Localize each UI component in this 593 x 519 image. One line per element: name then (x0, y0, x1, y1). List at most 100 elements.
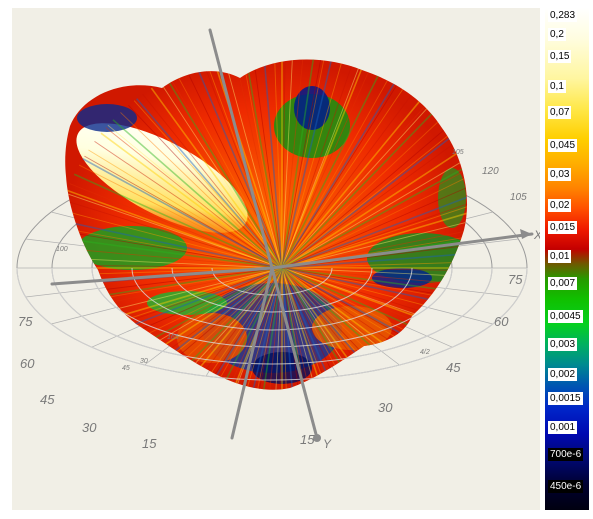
surface-streak (281, 121, 454, 269)
surface-streak (281, 158, 468, 269)
surface-streak (166, 267, 283, 390)
surface-streak (281, 267, 468, 300)
surface-streak (105, 127, 283, 269)
front-ring-label: 75 (18, 314, 33, 329)
y-axis-label: Y (323, 437, 332, 451)
legend-label: 0,07 (548, 106, 572, 119)
surface-streak (65, 236, 283, 269)
surface-streak (65, 219, 283, 269)
surface-streak (273, 59, 283, 269)
surface-streak (94, 141, 283, 269)
legend-label: 0,0045 (548, 310, 583, 323)
surface-streak (281, 59, 294, 269)
surface-streak (65, 192, 283, 269)
surface-streak (241, 267, 283, 390)
legend-label: 0,002 (548, 368, 578, 381)
surface-streak (281, 78, 398, 269)
surface-streak (281, 102, 433, 269)
surface-streak (82, 158, 283, 269)
y-axis-tip (313, 434, 321, 442)
legend-label: 450e-6 (548, 480, 584, 493)
surface-streak (281, 66, 372, 269)
surface-streak (248, 267, 283, 390)
surface-streak (125, 267, 283, 390)
surface-streak (65, 226, 283, 269)
surface-streak (281, 267, 341, 390)
axis-labels: X Y 75 60 45 30 15 15 120 105 75 60 45 30 105 45 30 100 16… (18, 149, 540, 451)
color-legend: 0,283 0,2 0,15 0,1 0,07 0,045 0,03 0,02 0,015 0,0… (545, 8, 589, 510)
surface-streak (66, 189, 283, 269)
surface-streak (107, 124, 283, 269)
surface-streak (281, 267, 330, 390)
x-axis (50, 266, 274, 286)
polar-ring-front (131, 267, 413, 331)
surface-streak (259, 267, 283, 390)
blue-region (294, 86, 330, 130)
surface-streak (281, 239, 468, 269)
surface-streak (281, 249, 468, 269)
front-ring-label: 45 (40, 392, 55, 407)
vertical-axis (208, 28, 274, 270)
polar-ring-front (51, 267, 493, 365)
surface-streak (281, 75, 391, 269)
surface-streak (230, 267, 283, 390)
green-region (77, 226, 187, 270)
surface-streak (69, 183, 283, 269)
surface-streak (281, 267, 362, 390)
legend-label: 0,01 (548, 250, 572, 263)
surface-streak (281, 70, 382, 269)
surface-streak (212, 59, 283, 269)
surface-streak (281, 267, 468, 290)
surface-streak (128, 105, 283, 269)
polar-ring-front (211, 267, 333, 296)
surface-streak (220, 267, 283, 390)
surface-streak (281, 267, 444, 390)
surface-streak (281, 267, 352, 390)
surface-streak (100, 132, 283, 269)
surface-streak (281, 106, 439, 269)
right-ring-label: 30 (378, 400, 393, 415)
surface-streak (133, 100, 283, 269)
surface-streak (262, 59, 283, 269)
inner-ring-label: 100 (56, 246, 68, 253)
legend-label: 0,03 (548, 168, 572, 181)
legend-label: 0,2 (548, 28, 566, 41)
surface-streak (281, 267, 312, 390)
y-axis (270, 266, 319, 440)
surface-streak (65, 246, 283, 269)
surface-streak (223, 59, 283, 269)
surface-streak (281, 267, 468, 279)
surface-streak (139, 267, 283, 390)
surface-streak (281, 143, 468, 269)
right-ring-label: 45 (446, 360, 461, 375)
blue-region (77, 104, 137, 132)
right-ring-label: 105 (510, 192, 527, 203)
plot-area[interactable]: X Y 75 60 45 30 15 15 120 105 75 60 45 30 105 45 30 100 16… (12, 8, 540, 510)
surface-streak (281, 212, 468, 269)
surface-streak (142, 93, 283, 269)
surface-streak (281, 167, 468, 269)
surface-streak (133, 267, 283, 390)
x-axis-label: X (533, 228, 540, 242)
surface-streak (281, 267, 388, 390)
surface-streak (281, 63, 365, 269)
surface-streak (281, 59, 305, 269)
surface-streak (281, 59, 323, 269)
surface-streak (202, 62, 283, 269)
legend-label: 0,15 (548, 50, 572, 63)
surface-streak (65, 229, 283, 269)
surface-streak (281, 100, 431, 269)
surface-streak (185, 69, 283, 269)
surface-streak (281, 59, 334, 269)
surface-streak (195, 64, 283, 269)
inner-ring-label: 4/2 (420, 349, 430, 356)
surface-streak (73, 173, 283, 269)
surface-streak (252, 59, 283, 269)
right-ring-label: 75 (508, 272, 523, 287)
hot-region (76, 123, 248, 233)
polar-surface-plot[interactable]: X Y 75 60 45 30 15 15 120 105 75 60 45 30 105 45 30 100 16… (12, 8, 540, 510)
surface-streak (281, 161, 468, 269)
surface-streak (281, 59, 286, 269)
surface-streak (281, 135, 466, 269)
inner-ring-label: 165 (167, 334, 179, 341)
